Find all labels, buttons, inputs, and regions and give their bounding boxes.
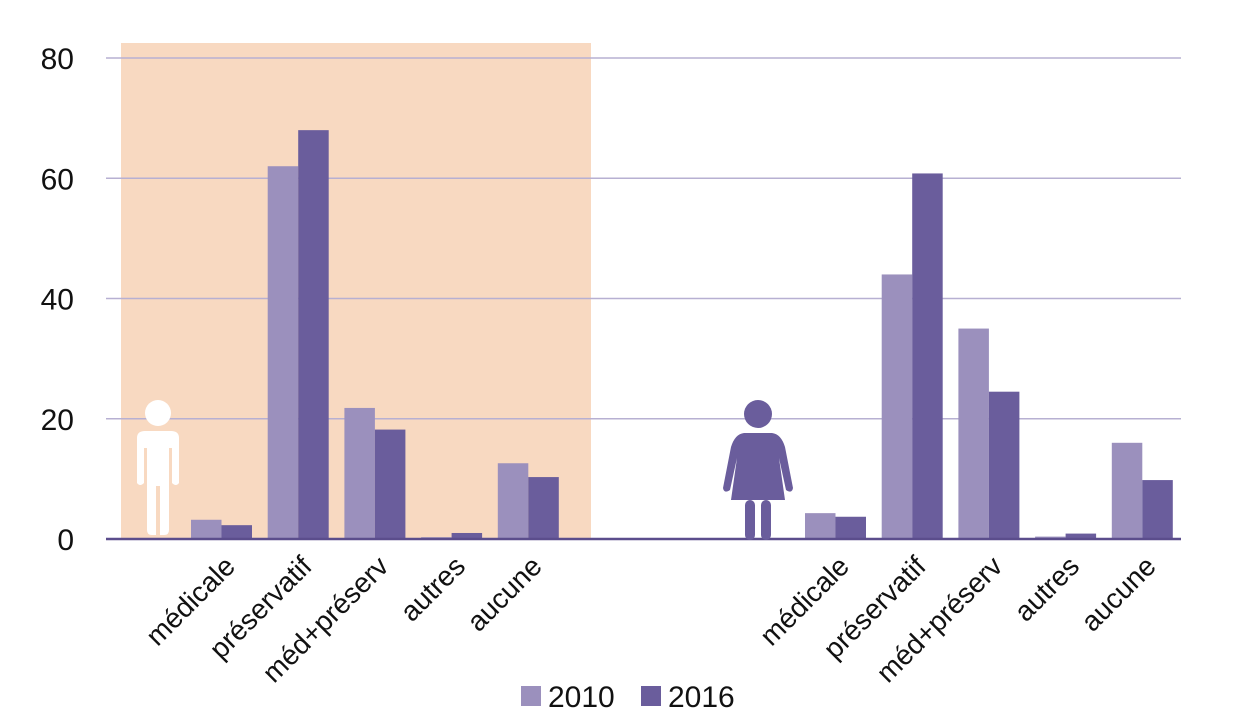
bar-2010 bbox=[881, 274, 913, 539]
legend-swatch-2010 bbox=[521, 686, 541, 706]
bar-2016 bbox=[451, 532, 483, 539]
category-label: aucune bbox=[461, 550, 548, 637]
bar-2010 bbox=[805, 513, 836, 539]
bar-2010 bbox=[1111, 442, 1143, 539]
bar-2016 bbox=[835, 516, 866, 539]
bar-2010 bbox=[958, 328, 989, 539]
bar-2016 bbox=[912, 173, 943, 539]
woman-icon bbox=[723, 400, 793, 540]
bar-2016 bbox=[298, 130, 329, 539]
bar-2010 bbox=[344, 407, 375, 539]
y-tick-label: 40 bbox=[41, 284, 74, 317]
category-label: aucune bbox=[1075, 550, 1162, 637]
bar-2016 bbox=[1065, 533, 1097, 539]
bar-2010 bbox=[191, 519, 222, 539]
bar-2016 bbox=[1142, 480, 1173, 539]
y-axis-ticks: 0 20 40 60 80 bbox=[41, 43, 74, 557]
category-label: autres bbox=[1008, 550, 1085, 627]
legend-label-2016: 2016 bbox=[668, 681, 735, 714]
bars bbox=[191, 130, 1173, 539]
bar-2016 bbox=[374, 429, 406, 539]
bar-2016 bbox=[221, 525, 252, 539]
legend-label-2010: 2010 bbox=[548, 681, 615, 714]
legend-swatch-2016 bbox=[641, 686, 661, 706]
y-tick-label: 20 bbox=[41, 404, 74, 437]
category-label: autres bbox=[394, 550, 471, 627]
man-icon bbox=[137, 400, 179, 535]
y-tick-label: 60 bbox=[41, 163, 74, 196]
bar-2010 bbox=[267, 166, 299, 539]
legend: 2010 2016 bbox=[521, 681, 735, 714]
y-tick-label: 80 bbox=[41, 43, 74, 76]
bar-2016 bbox=[528, 477, 559, 539]
bar-2016 bbox=[988, 391, 1020, 539]
y-tick-label: 0 bbox=[57, 524, 74, 557]
bar-2010 bbox=[497, 463, 529, 539]
